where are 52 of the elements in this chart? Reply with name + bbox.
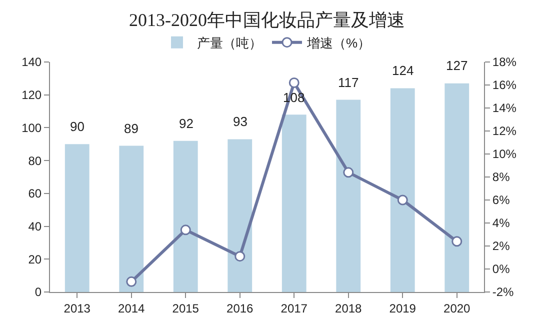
bar [390,88,415,292]
point [180,224,191,236]
y2-tick-label: -2% [492,285,514,300]
data-label: 93 [233,114,248,129]
y-tick-label: 40 [28,219,42,234]
data-label: 92 [179,116,194,131]
data-label: 90 [70,119,84,134]
x-tick-label: 2014 [118,301,146,316]
y2-tick-label: 12% [492,124,517,138]
point [288,77,300,88]
y-tick-label: 80 [28,154,42,168]
x-tick-label: 2015 [172,301,200,316]
y2-tick-label: 6% [492,193,510,208]
y2-tick-label: 2% [492,239,510,254]
bar [64,144,90,292]
y-tick-label: 20 [28,252,42,266]
bar [444,83,470,292]
bar [119,146,144,292]
y-tick-label: 0 [34,285,42,300]
y2-tick-label: 4% [492,216,510,230]
x-tick-label: 2019 [389,301,416,316]
data-label: 117 [338,75,359,90]
data-label: 127 [446,58,468,73]
point [343,167,354,178]
legend-label: 增速（%） [306,35,371,50]
y2-tick-label: 10% [492,147,517,162]
chart-title: 2013-2020年中国化妆品产量及增速 [129,10,405,30]
y-tick-label: 140 [22,55,42,70]
y2-tick-label: 16% [492,78,517,92]
legend-label: 产量（吨） [197,35,262,50]
bar [228,139,252,292]
x-tick-label: 2016 [226,301,254,316]
data-label: 124 [392,63,414,78]
x-tick-label: 2020 [444,301,471,316]
point [452,236,462,247]
point [126,276,137,287]
x-tick-label: 2018 [335,301,362,316]
bar [336,100,361,292]
y-tick-label: 100 [22,120,42,135]
y2-tick-label: 18% [492,55,517,70]
bar [173,140,198,292]
x-tick-label: 2017 [280,301,308,316]
y2-tick-label: 14% [492,101,517,116]
bar [282,114,306,292]
y2-tick-label: 8% [492,170,510,184]
x-tick-label: 2013 [64,301,91,316]
point [397,194,408,206]
y-tick-label: 120 [22,88,42,102]
data-label: 89 [124,121,138,136]
y2-tick-label: 0% [492,262,510,276]
point [234,251,246,262]
y-tick-label: 60 [28,186,42,201]
